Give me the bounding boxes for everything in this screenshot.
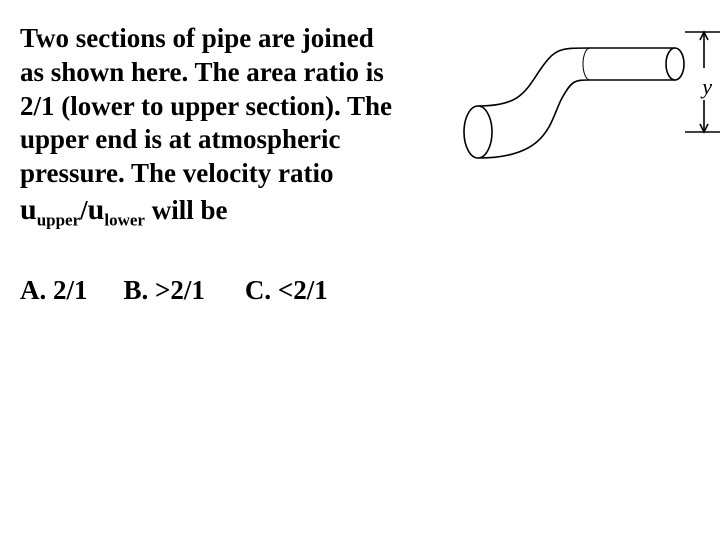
question-line-6: uupper/ulower will be	[20, 191, 430, 229]
pipe-figure: y	[460, 20, 720, 160]
upsilon-lower: u	[88, 193, 105, 226]
slash: /	[80, 195, 88, 225]
choice-c: C. <2/1	[245, 275, 328, 306]
line6-tail: will be	[145, 195, 228, 225]
question-line-2: as shown here. The area ratio is	[20, 56, 430, 90]
ratio-expression: uupper/ulower	[20, 195, 145, 225]
slide: Two sections of pipe are joined as shown…	[0, 0, 720, 540]
y-label: y	[702, 74, 712, 100]
question-line-5: pressure. The velocity ratio	[20, 157, 430, 191]
choice-a: A. 2/1	[20, 275, 88, 306]
question-line-4: upper end is at atmospheric	[20, 123, 430, 157]
subscript-upper: upper	[37, 210, 80, 229]
subscript-lower: lower	[104, 210, 145, 229]
answer-choices: A. 2/1 B. >2/1 C. <2/1	[20, 275, 328, 306]
choice-b: B. >2/1	[124, 275, 205, 306]
upsilon-upper: u	[20, 193, 37, 226]
question-line-1: Two sections of pipe are joined	[20, 22, 430, 56]
pipe-svg	[460, 20, 720, 160]
question-line-3: 2/1 (lower to upper section). The	[20, 90, 430, 124]
question-block: Two sections of pipe are joined as shown…	[20, 22, 430, 228]
